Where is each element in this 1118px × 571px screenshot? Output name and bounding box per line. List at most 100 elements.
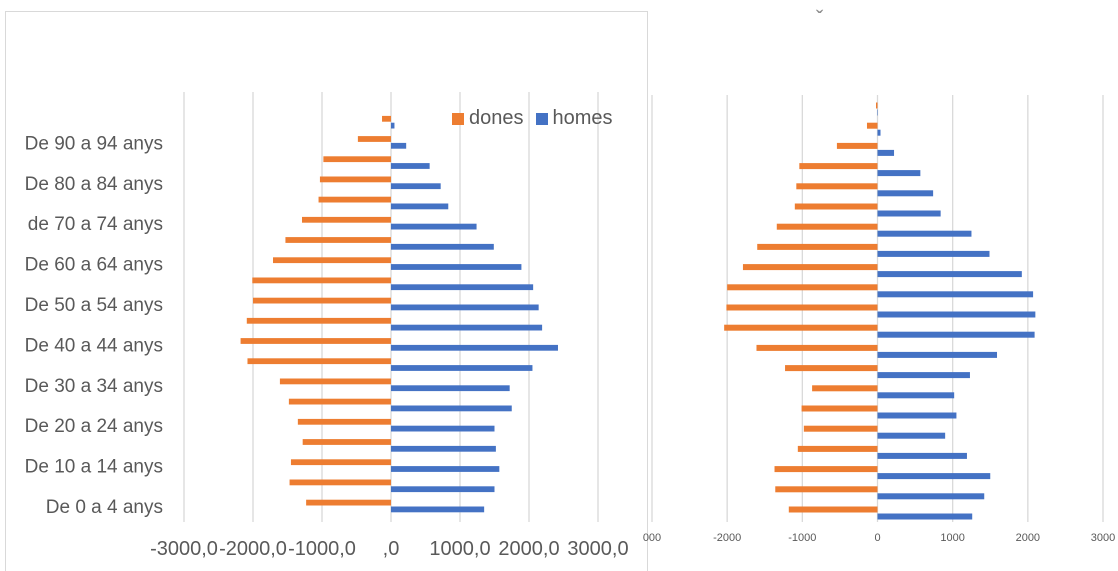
left-chart-bar-dones (285, 237, 391, 243)
left-chart-bar-dones (323, 156, 391, 163)
left-chart-bar-homes (391, 425, 495, 432)
left-chart-bar-dones (357, 136, 391, 142)
left-chart-bar-homes (391, 385, 510, 392)
right-chart-bar-homes (877, 129, 881, 136)
left-chart-bar-homes (391, 264, 522, 270)
left-chart-category-label: de 70 a 74 anys (28, 214, 163, 235)
right-chart-bar-homes (877, 170, 921, 177)
left-chart-category-label: De 40 a 44 anys (25, 335, 163, 356)
right-chart-bar-dones (794, 203, 878, 210)
right-chart-bar-homes (877, 230, 972, 237)
legend-label-dones: dones (469, 107, 524, 129)
legend-swatch-homes (535, 112, 548, 125)
left-chart-bar-homes (391, 486, 495, 493)
left-chart-bar-dones (302, 439, 391, 445)
right-chart-x-tick-label: 000 (643, 532, 661, 544)
left-chart-x-tick-label: 3000,0 (567, 538, 628, 560)
right-chart-bar-homes (877, 392, 955, 399)
right-chart-x-tick-label: 1000 (940, 532, 964, 544)
left-chart-bar-homes (391, 506, 485, 513)
right-chart-bar-dones (756, 344, 878, 351)
left-chart-bar-dones (318, 196, 391, 203)
left-chart-bar-dones (247, 358, 391, 365)
right-chart-bar-homes (877, 412, 957, 419)
right-chart-bar-dones (812, 385, 878, 392)
right-chart-bar-homes (877, 493, 985, 500)
left-chart-bar-dones (301, 216, 391, 223)
left-chart-bar-dones (253, 297, 391, 304)
left-chart-bar-homes (391, 142, 407, 149)
right-chart-bar-dones (774, 466, 878, 473)
right-chart-bar-dones (742, 264, 878, 271)
right-chart-bar-homes (877, 291, 1034, 298)
left-chart-category-label: De 90 a 94 anys (25, 133, 163, 154)
right-chart-bar-dones (724, 324, 878, 331)
right-chart-bar-dones (801, 405, 878, 412)
left-chart-bar-homes (391, 344, 558, 351)
right-chart-bar-dones (866, 122, 878, 129)
left-chart-bar-dones (246, 317, 391, 324)
right-chart-x-tick-label: 3000 (1091, 532, 1115, 544)
left-chart-bar-homes (391, 183, 441, 190)
left-chart-bar-homes (391, 203, 449, 210)
left-chart-bar-dones (240, 338, 391, 344)
right-chart-bar-homes (877, 432, 946, 439)
left-chart-bar-homes (391, 243, 494, 250)
left-chart-bar-homes (391, 365, 533, 371)
left-chart-category-label: De 80 a 84 anys (25, 174, 163, 195)
legend-swatch-dones (452, 112, 464, 125)
right-chart-bar-dones (875, 102, 878, 109)
right-chart-x-tick-label: 0 (874, 532, 880, 544)
right-chart-bar-dones (803, 425, 878, 432)
legend: dones homes (452, 107, 619, 130)
right-chart-bar-dones (796, 183, 878, 190)
right-chart-bar-homes (877, 190, 934, 197)
left-chart-bar-homes (391, 466, 500, 472)
right-chart-bar-homes (877, 351, 998, 358)
left-chart-x-tick-label: 1000,0 (429, 538, 490, 560)
right-chart-bar-dones (727, 284, 878, 291)
right-chart-bar-homes (877, 149, 895, 156)
right-chart-bar-dones (775, 486, 878, 493)
right-chart-bar-homes (877, 473, 991, 480)
right-chart-bar-dones (799, 163, 878, 170)
left-chart-bar-dones (288, 398, 391, 405)
legend-item-homes: homes (535, 107, 613, 130)
left-chart-category-label: De 60 a 64 anys (25, 255, 163, 276)
left-chart-bar-dones (273, 257, 391, 264)
right-chart-bar-dones (797, 445, 878, 452)
right-chart-bar-homes (877, 250, 990, 257)
left-chart-bar-homes (391, 324, 543, 331)
right-chart-bar-dones (785, 365, 878, 372)
left-chart-bar-dones (319, 176, 391, 183)
left-chart-x-tick-label: -2000,0 (219, 538, 287, 560)
clipped-title-glyph: ˇ (816, 6, 824, 31)
left-chart-category-label: De 50 a 54 anys (25, 295, 163, 316)
right-chart-bar-homes (877, 372, 970, 379)
right-chart-x-tick-label: -1000 (788, 532, 816, 544)
left-chart-bar-homes (391, 163, 430, 169)
left-chart-bar-homes (391, 284, 534, 291)
left-chart-bar-dones (306, 499, 391, 506)
right-chart-bar-dones (788, 506, 878, 513)
right-chart-bar-homes (877, 331, 1035, 338)
left-chart-category-label: De 10 a 14 anys (25, 457, 163, 478)
right-chart-bar-homes (877, 513, 973, 520)
legend-item-dones: dones (452, 107, 524, 130)
left-chart-x-tick-label: -3000,0 (150, 538, 218, 560)
left-chart-frame (5, 11, 648, 571)
left-chart-bar-dones (382, 115, 391, 122)
left-chart-bar-dones (297, 418, 391, 425)
right-chart-bar-dones (726, 304, 878, 311)
legend-label-homes: homes (552, 107, 613, 129)
right-chart-bar-homes (877, 311, 1036, 318)
left-chart-bar-homes (391, 223, 477, 230)
left-chart-bar-homes (391, 405, 512, 412)
left-chart-bar-dones (289, 479, 391, 486)
right-chart-bar-homes (877, 109, 878, 116)
left-chart-bar-dones (279, 378, 391, 385)
left-chart-bar-dones (290, 459, 391, 466)
left-chart-category-label: De 0 a 4 anys (46, 497, 163, 518)
left-chart-bar-dones (252, 277, 391, 284)
